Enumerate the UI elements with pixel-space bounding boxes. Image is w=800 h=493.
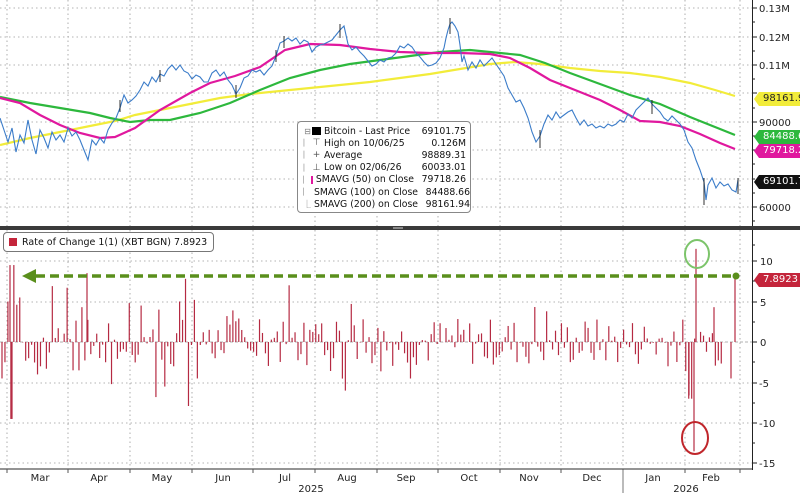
legend-value: 98889.31 <box>421 149 466 161</box>
last-price-tag: 69101.75 <box>754 175 800 189</box>
roc-tick-label: 0 <box>760 338 766 349</box>
legend-value: 69101.75 <box>421 125 466 137</box>
arrow-left-icon <box>22 269 36 283</box>
panel-resize-handle[interactable] <box>393 227 403 229</box>
sma50-swatch-icon <box>311 175 313 184</box>
roc-swatch-icon <box>9 238 17 246</box>
month-label: Jul <box>278 473 291 484</box>
roc-axis-ticks <box>752 244 757 464</box>
month-label: Dec <box>582 473 601 484</box>
price-axis-ticks <box>752 7 757 222</box>
legend-label: Average <box>324 149 363 161</box>
legend-row-low: ⎸ ⊥ Low on 02/06/26 60033.01 <box>303 162 467 174</box>
month-label: Mar <box>31 473 51 484</box>
high-marker-icon: ⊤ <box>312 138 321 149</box>
legend-row-sma100: ⎸ SMAVG (100) on Close 84488.66 <box>303 186 470 198</box>
legend-label: SMAVG (200) on Close <box>314 198 419 210</box>
legend-value: 79718.26 <box>421 174 466 186</box>
bitcoin-price-line <box>0 21 739 201</box>
legend-row-high: ⎸ ⊤ High on 10/06/25 0.126M <box>303 137 467 149</box>
bitcoin-swatch-icon <box>312 127 321 136</box>
month-label: Jun <box>214 473 231 484</box>
tree-branch-icon: ⎸ <box>303 138 312 148</box>
sma50-value-tag: 79718.26 <box>754 144 800 158</box>
low-marker-icon: ⊥ <box>312 162 321 173</box>
collapse-icon[interactable]: ⊟ <box>304 126 311 136</box>
roc-bars <box>1 248 736 452</box>
price-tick-label: 0.11M <box>759 61 790 72</box>
roc-tick-label: -15 <box>759 459 775 470</box>
legend-row-sma200: ⎿ SMAVG (200) on Close 98161.94 <box>303 198 470 210</box>
sma100-value-tag: 84488.66 <box>754 130 800 144</box>
roc-value-tag: 7.8923 <box>754 273 800 287</box>
roc-tick-label: -5 <box>759 379 769 390</box>
legend-row-average: ⎸ + Average 98889.31 <box>303 149 467 161</box>
highlight-circle-low <box>681 421 709 455</box>
roc-tick-label: -10 <box>759 419 775 430</box>
legend-label: SMAVG (50) on Close <box>315 174 414 186</box>
price-tick-label: 90000 <box>759 118 791 129</box>
price-tick-label: 0.13M <box>759 4 790 15</box>
month-label: Apr <box>90 473 108 484</box>
roc-legend-label: Rate of Change 1(1) (XBT BGN) 7.8923 <box>22 236 208 248</box>
legend-value: 0.126M <box>431 137 466 149</box>
legend-label: SMAVG (100) on Close <box>314 186 419 198</box>
price-tick-label: 0.12M <box>759 33 790 44</box>
sma50-line <box>0 42 736 151</box>
average-marker-icon: + <box>312 150 321 161</box>
tree-branch-icon: ⎸ <box>303 150 312 160</box>
month-label: Sep <box>397 473 416 484</box>
month-label: Aug <box>337 473 357 484</box>
legend-value: 98161.94 <box>425 198 471 210</box>
legend-label: Low on 02/06/26 <box>324 162 402 174</box>
year-label: 2026 <box>673 484 698 493</box>
sma100-line <box>0 48 736 137</box>
tree-branch-icon: ⎸ <box>303 187 311 197</box>
legend-label: High on 10/06/25 <box>324 137 405 149</box>
roc-tick-label: 5 <box>760 298 766 309</box>
tree-branch-icon: ⎸ <box>303 174 311 184</box>
sma200-line <box>0 60 736 147</box>
legend-value: 84488.66 <box>425 186 471 198</box>
tree-branch-icon: ⎸ <box>303 162 312 172</box>
price-candles <box>119 18 739 205</box>
tree-branch-icon: ⎿ <box>303 199 311 209</box>
month-label: May <box>152 473 173 484</box>
price-legend: ⊟ Bitcoin - Last Price 69101.75 ⎸ ⊤ High… <box>297 121 471 213</box>
month-label: Nov <box>519 473 539 484</box>
legend-label: Bitcoin - Last Price <box>324 125 411 137</box>
price-tick-label: 60000 <box>759 203 791 214</box>
arrow-end-dot <box>732 272 740 280</box>
legend-row-sma50: ⎸ SMAVG (50) on Close 79718.26 <box>303 174 466 186</box>
month-label: Oct <box>460 473 477 484</box>
roc-gridlines <box>0 230 752 468</box>
roc-legend: Rate of Change 1(1) (XBT BGN) 7.8923 <box>3 232 215 252</box>
roc-tick-label: 10 <box>760 257 773 268</box>
sma200-value-tag: 98161.94 <box>754 92 800 106</box>
x-axis-ticks <box>6 469 741 473</box>
year-label: 2025 <box>298 484 323 493</box>
month-label: Feb <box>702 473 720 484</box>
legend-row-bitcoin: ⊟ Bitcoin - Last Price 69101.75 <box>303 125 466 137</box>
legend-value: 60033.01 <box>421 162 466 174</box>
month-label: Jan <box>644 473 660 484</box>
highlight-circle-high <box>684 239 710 269</box>
